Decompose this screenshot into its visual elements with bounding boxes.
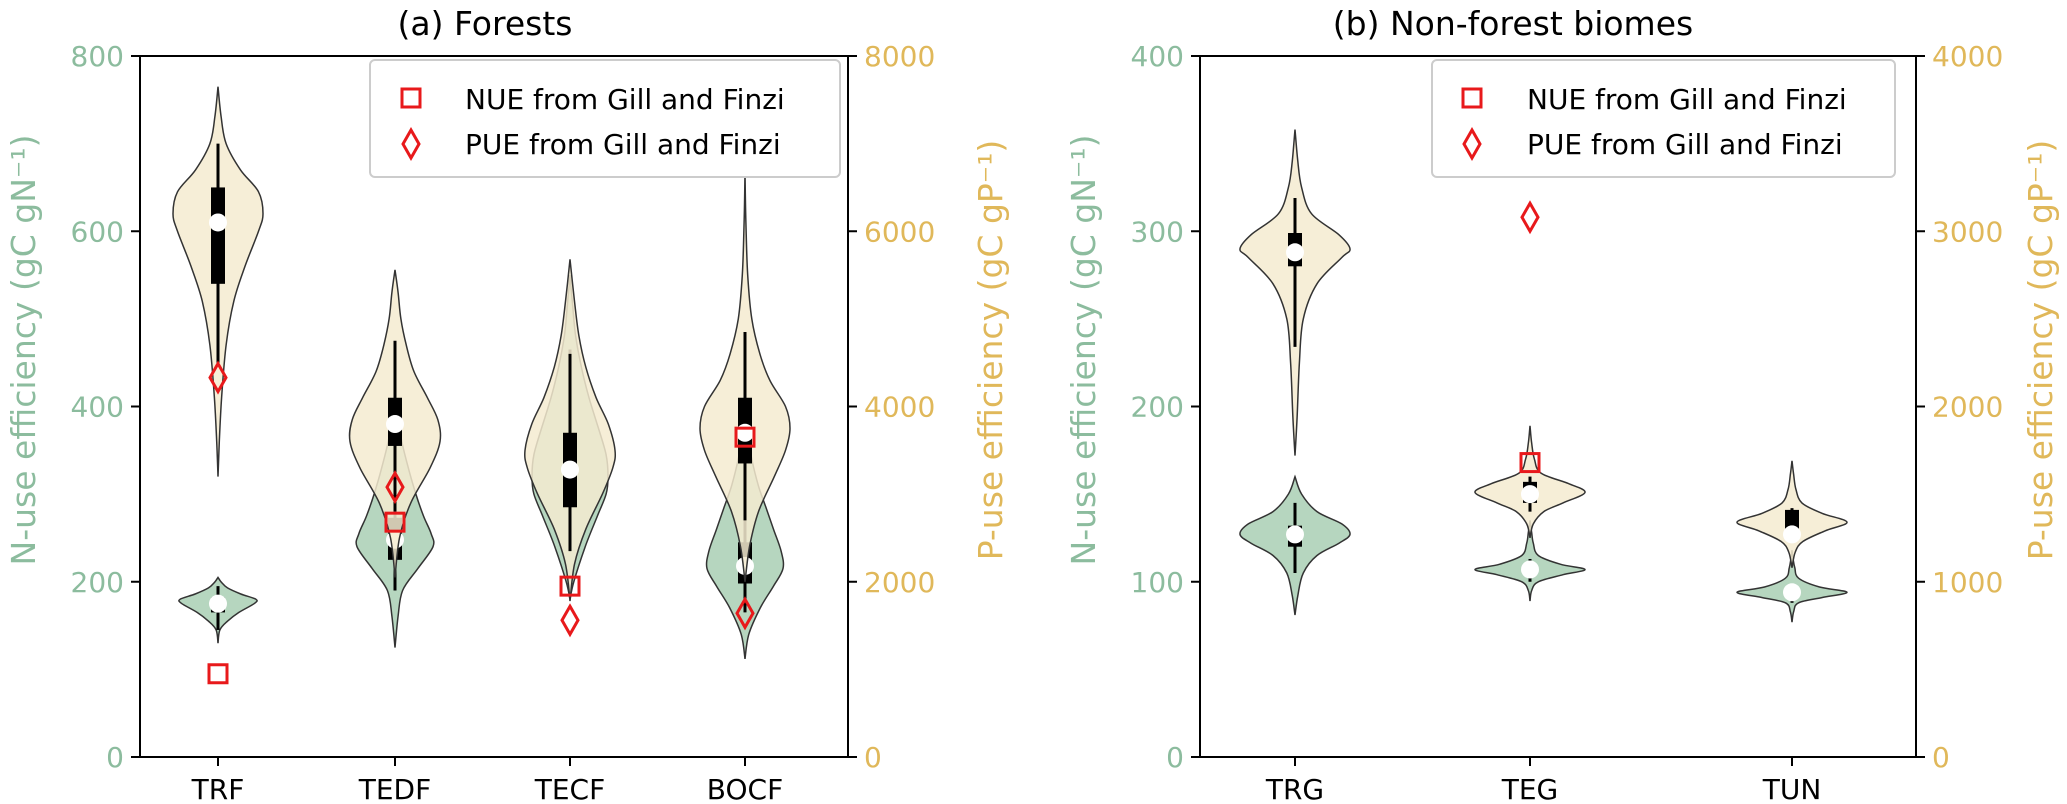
panel-b-right-axis-label: P-use efficiency (gC gP⁻¹) bbox=[2021, 140, 2060, 561]
legend-box bbox=[1431, 59, 1896, 178]
right-tick-label: 0 bbox=[864, 741, 882, 774]
panel-b-legend: NUE from Gill and Finzi PUE from Gill an… bbox=[1431, 59, 1896, 178]
nue-marker-bocf bbox=[734, 426, 756, 448]
p-violin-tedf bbox=[348, 269, 442, 578]
p-violin-trf bbox=[172, 86, 264, 477]
median-dot bbox=[1521, 485, 1539, 504]
left-tick-label: 0 bbox=[106, 741, 124, 774]
nue-marker-teg bbox=[1519, 452, 1541, 474]
x-tick-label-tedf: TEDF bbox=[358, 773, 431, 804]
pue-marker-tedf bbox=[385, 470, 405, 505]
median-dot bbox=[1286, 243, 1304, 262]
right-tick-label: 3000 bbox=[1932, 215, 2003, 248]
panel-b-title: (b) Non-forest biomes bbox=[1333, 4, 1693, 43]
median-dot bbox=[1521, 560, 1539, 579]
right-tick-label: 1000 bbox=[1932, 566, 2003, 599]
x-tick-label-tun: TUN bbox=[1762, 773, 1822, 804]
nue-marker-tecf bbox=[559, 575, 581, 597]
panel-forests: (a) Forests 0200400600800020004000600080… bbox=[4, 4, 1010, 804]
p-violin-teg bbox=[1474, 425, 1586, 539]
panel-b-left-axis-label: N-use efficiency (gC gN⁻¹) bbox=[1064, 135, 1103, 566]
panel-a-legend: NUE from Gill and Finzi PUE from Gill an… bbox=[369, 59, 841, 178]
right-tick-label: 8000 bbox=[864, 40, 935, 73]
median-dot bbox=[1286, 525, 1304, 544]
left-tick-label: 800 bbox=[71, 40, 124, 73]
p-violin-bocf bbox=[699, 169, 791, 582]
left-tick-label: 400 bbox=[71, 391, 124, 424]
right-tick-label: 6000 bbox=[864, 215, 935, 248]
legend-box bbox=[369, 59, 841, 178]
pue-marker-trf bbox=[208, 360, 228, 395]
median-dot bbox=[1783, 583, 1801, 602]
legend-pue-diamond-marker bbox=[1462, 126, 1482, 162]
panel-a-left-axis-label: N-use efficiency (gC gN⁻¹) bbox=[4, 135, 43, 566]
legend-nue-label: NUE from Gill and Finzi bbox=[1527, 83, 1847, 116]
median-dot bbox=[209, 594, 227, 613]
nue-marker-tedf bbox=[384, 511, 406, 533]
right-tick-label: 4000 bbox=[1932, 40, 2003, 73]
pue-marker-bocf bbox=[735, 596, 755, 631]
legend-nue-label: NUE from Gill and Finzi bbox=[465, 83, 785, 116]
right-tick-label: 0 bbox=[1932, 741, 1950, 774]
left-tick-label: 300 bbox=[1131, 215, 1184, 248]
x-tick-label-bocf: BOCF bbox=[707, 773, 783, 804]
left-tick-label: 200 bbox=[1131, 391, 1184, 424]
right-tick-label: 2000 bbox=[1932, 391, 2003, 424]
pue-marker-tecf bbox=[560, 603, 580, 638]
iqr-box bbox=[211, 187, 225, 284]
panel-a-right-axis-label: P-use efficiency (gC gP⁻¹) bbox=[971, 140, 1010, 561]
left-tick-label: 200 bbox=[71, 566, 124, 599]
x-tick-label-tecf: TECF bbox=[534, 773, 605, 804]
left-tick-label: 600 bbox=[71, 215, 124, 248]
median-dot bbox=[209, 213, 227, 232]
right-tick-label: 4000 bbox=[864, 391, 935, 424]
median-dot bbox=[561, 460, 579, 479]
n-violin-trg bbox=[1239, 474, 1351, 616]
panel-a-title: (a) Forests bbox=[398, 4, 573, 43]
legend-nue-square-marker bbox=[400, 87, 422, 109]
x-tick-label-trg: TRG bbox=[1265, 773, 1324, 804]
n-violin-trf bbox=[178, 576, 258, 644]
median-dot bbox=[736, 423, 754, 442]
left-tick-label: 0 bbox=[1166, 741, 1184, 774]
x-tick-label-trf: TRF bbox=[191, 773, 245, 804]
panel-non-forest: (b) Non-forest biomes 010020030040001000… bbox=[1064, 4, 2060, 804]
right-tick-label: 2000 bbox=[864, 566, 935, 599]
legend-pue-diamond-marker bbox=[401, 126, 421, 162]
legend-pue-label: PUE from Gill and Finzi bbox=[1527, 128, 1843, 161]
p-violin-tun bbox=[1736, 460, 1848, 568]
left-tick-label: 400 bbox=[1131, 40, 1184, 73]
legend-pue-label: PUE from Gill and Finzi bbox=[465, 128, 781, 161]
median-dot bbox=[1783, 525, 1801, 544]
x-tick-label-teg: TEG bbox=[1501, 773, 1559, 804]
pue-marker-teg bbox=[1520, 200, 1540, 235]
median-dot bbox=[386, 415, 404, 434]
nue-marker-trf bbox=[207, 663, 229, 685]
p-violin-tecf bbox=[524, 259, 617, 602]
legend-nue-square-marker bbox=[1461, 87, 1483, 109]
left-tick-label: 100 bbox=[1131, 566, 1184, 599]
p-violin-trg bbox=[1239, 129, 1351, 456]
